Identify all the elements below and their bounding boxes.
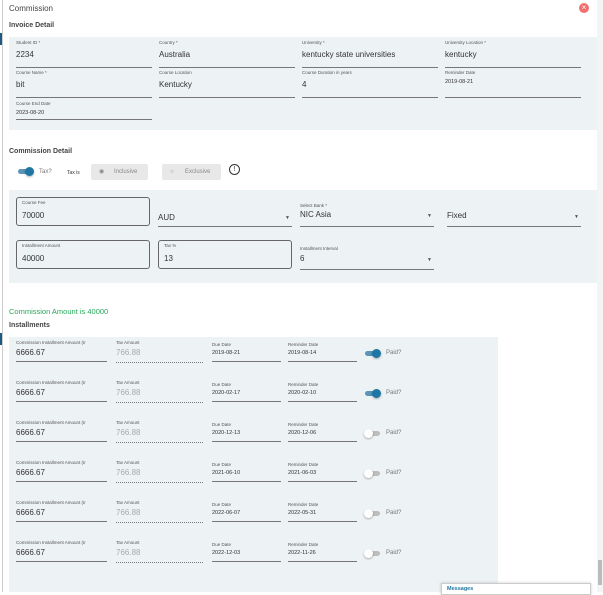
invoice-field[interactable]: Course Duration in years 4 [302,70,438,99]
installment-amount-field[interactable]: Installment Amount 40000 [16,240,150,269]
paid-toggle[interactable] [364,509,380,518]
reminder-date-field[interactable]: Reminder Date 2019-08-14 [288,342,357,365]
commission-heading: Commission Detail [9,148,73,155]
field-value: 2023-08-20 [16,110,45,116]
due-date-field[interactable]: Due Date 2022-12-03 [212,542,281,565]
paid-label: Paid? [386,470,402,476]
installments-panel: Commission Installment Amount (Ir 6666.67… [9,337,498,592]
tax-amount-field: Tax Amount 766.88 [116,340,203,365]
field-label: Student ID * [16,40,41,45]
installment-amount-field[interactable]: Commission Installment Amount (Ir 6666.67 [16,500,107,525]
paid-label: Paid? [386,390,402,396]
field-value: bit [16,80,25,89]
radio-checked-icon: ◉ [99,169,105,175]
tax-toggle[interactable] [17,167,34,176]
field-label: Course Name * [16,70,47,75]
field-label: Reminder Date [445,70,476,75]
field-label: Course End Date [16,101,51,106]
invoice-field[interactable]: Course End Date 2023-08-20 [16,101,152,130]
radio-unchecked-icon: ○ [170,169,174,175]
scrollbar[interactable] [597,0,603,592]
tax-percent-field[interactable]: Tax % 13 [158,240,292,269]
close-icon[interactable]: × [579,3,589,13]
installment-amount-field[interactable]: Commission Installment Amount (Ir 6666.67 [16,460,107,485]
invoice-field[interactable]: University Location * kentucky [445,40,581,69]
due-date-field[interactable]: Due Date 2019-08-21 [212,342,281,365]
tax-amount-field: Tax Amount 766.88 [116,460,203,485]
paid-label: Paid? [386,430,402,436]
field-label: Course Location [159,70,192,75]
reminder-date-field[interactable]: Reminder Date 2021-06-03 [288,462,357,485]
due-date-field[interactable]: Due Date 2020-02-17 [212,382,281,405]
invoice-field[interactable]: Course Name * bit [16,70,152,99]
dropdown-caret-icon: ▼ [285,215,290,221]
field-value: 4 [302,80,307,89]
field-value: 2019-08-21 [445,79,474,85]
background-edge [0,333,2,345]
field-value: kentucky state universities [302,50,396,59]
invoice-field[interactable]: Reminder Date 2019-08-21 [445,70,581,99]
currency-select[interactable]: AUD ▼ [158,206,292,227]
field-label: Country * [159,40,178,45]
paid-label: Paid? [386,510,402,516]
messages-panel[interactable]: Messages [441,583,591,595]
field-value: Australia [159,50,191,59]
invoice-field[interactable]: Course Location Kentucky [159,70,295,99]
reminder-date-field[interactable]: Reminder Date 2020-02-10 [288,382,357,405]
reminder-date-field[interactable]: Reminder Date 2022-05-31 [288,502,357,525]
invoice-panel: Student ID * 2234 Country * Australia Univer… [9,37,597,130]
tax-amount-field: Tax Amount 766.88 [116,500,203,525]
invoice-field[interactable]: University * kentucky state universities [302,40,438,69]
type-select[interactable]: Fixed ▼ [447,206,581,227]
dropdown-caret-icon: ▼ [427,213,432,219]
modal-title: Commission [9,4,54,13]
field-value: Kentucky [159,80,192,89]
info-icon[interactable]: ! [229,164,240,175]
paid-toggle[interactable] [364,549,380,558]
installment-amount-field[interactable]: Commission Installment Amount (Ir 6666.67 [16,420,107,445]
field-value: 2234 [16,50,34,59]
field-label: University Location * [445,40,487,45]
installment-amount-field[interactable]: Commission Installment Amount (Ir 6666.67 [16,540,107,565]
tax-is-label: Tax is [67,170,80,176]
dropdown-caret-icon: ▼ [574,214,579,220]
paid-toggle[interactable] [364,389,381,398]
due-date-field[interactable]: Due Date 2021-06-10 [212,462,281,485]
commission-panel: Course Fee 70000 AUD ▼ Select Bank * NIC As… [9,190,597,283]
paid-toggle[interactable] [364,349,381,358]
field-value: kentucky [445,50,477,59]
tax-amount-field: Tax Amount 766.88 [116,540,203,565]
installment-amount-field[interactable]: Commission Installment Amount (Ir 6666.67 [16,380,107,405]
dropdown-caret-icon: ▼ [427,257,432,263]
paid-toggle[interactable] [364,469,380,478]
tax-amount-field: Tax Amount 766.88 [116,380,203,405]
due-date-field[interactable]: Due Date 2020-12-13 [212,422,281,445]
installments-heading: Installments [9,322,50,329]
reminder-date-field[interactable]: Reminder Date 2022-11-26 [288,542,357,565]
bank-select[interactable]: Select Bank * NIC Asia ▼ [300,203,434,227]
paid-toggle[interactable] [364,429,380,438]
tax-toggle-label: Tax? [39,169,52,175]
reminder-date-field[interactable]: Reminder Date 2020-12-06 [288,422,357,445]
field-label: Course Duration in years [302,70,352,75]
invoice-heading: Invoice Detail [9,22,55,29]
tax-amount-field: Tax Amount 766.88 [116,420,203,445]
background-edge [0,33,2,45]
installment-amount-field[interactable]: Commission Installment Amount (Ir 6666.67 [16,340,107,365]
invoice-field[interactable]: Country * Australia [159,40,295,69]
course-fee-field[interactable]: Course Fee 70000 [16,197,150,226]
invoice-field[interactable]: Student ID * 2234 [16,40,152,69]
field-label: University * [302,40,325,45]
installment-interval-select[interactable]: Installment Interval 6 ▼ [300,246,434,270]
due-date-field[interactable]: Due Date 2022-06-07 [212,502,281,525]
paid-label: Paid? [386,350,402,356]
inclusive-radio[interactable]: ◉ Inclusive [91,164,148,180]
modal-border [2,0,3,592]
exclusive-radio[interactable]: ○ Exclusive [162,164,221,180]
paid-label: Paid? [386,550,402,556]
commission-summary: Commission Amount is 40000 [9,307,109,316]
